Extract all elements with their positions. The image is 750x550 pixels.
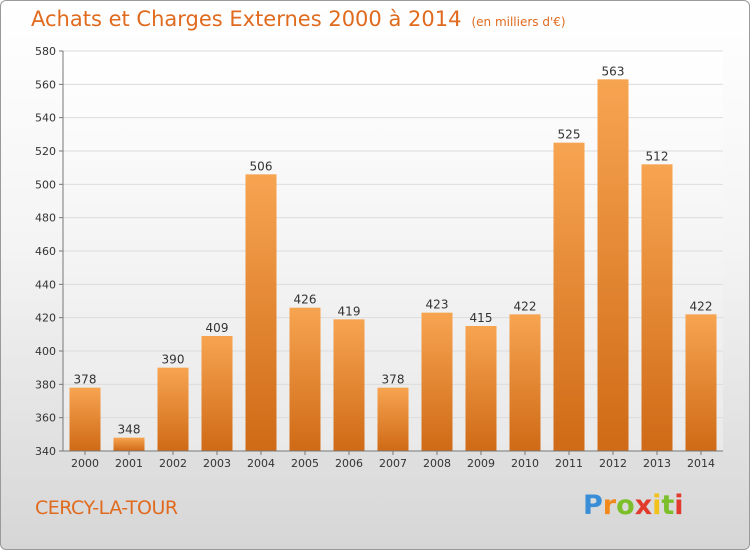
labels-layer: 378 348 390 409 506 426 419 378 423 415 422 525 563 5… xyxy=(74,64,713,436)
x-tick-label-2003: 2003 xyxy=(203,457,231,470)
y-tick-label: 480 xyxy=(35,212,56,225)
x-tick-label-2008: 2008 xyxy=(423,457,451,470)
x-tick-label-2011: 2011 xyxy=(555,457,583,470)
y-tick-label: 460 xyxy=(35,245,56,258)
bar-2014 xyxy=(685,314,717,451)
bar-2004 xyxy=(245,174,277,452)
x-tick-label-2010: 2010 xyxy=(511,457,539,470)
value-label-2007: 378 xyxy=(382,373,405,387)
value-label-2011: 525 xyxy=(558,128,581,142)
y-tick-label: 520 xyxy=(35,145,56,158)
value-label-2004: 506 xyxy=(250,159,273,173)
value-label-2002: 390 xyxy=(162,353,185,367)
bar-2005 xyxy=(289,307,321,451)
chart-subtitle: (en milliers d'€) xyxy=(471,15,566,29)
bar-2013 xyxy=(641,164,673,452)
y-tick-label: 340 xyxy=(35,445,56,458)
x-tick-label-2013: 2013 xyxy=(643,457,671,470)
x-tick-label-2014: 2014 xyxy=(687,457,715,470)
chart-title-text: Achats et Charges Externes 2000 à 2014 xyxy=(31,7,462,31)
y-tick-label: 560 xyxy=(35,78,56,91)
y-tick-label: 420 xyxy=(35,312,56,325)
value-label-2003: 409 xyxy=(206,321,229,335)
x-tick-label-2000: 2000 xyxy=(71,457,99,470)
x-tick-label-2006: 2006 xyxy=(335,457,363,470)
bar-chart: 378 348 390 409 506 426 419 378 423 415 422 525 563 5… xyxy=(35,45,723,470)
axis-layer: 340 360 380 400 420 440 460 480 500 520 540 560 580 2… xyxy=(35,45,723,470)
chart-title: Achats et Charges Externes 2000 à 2014 (e… xyxy=(31,7,566,31)
place-name: CERCY-LA-TOUR xyxy=(35,497,178,519)
x-tick-label-2005: 2005 xyxy=(291,457,319,470)
y-tick-label: 440 xyxy=(35,278,56,291)
x-tick-label-2007: 2007 xyxy=(379,457,407,470)
value-label-2000: 378 xyxy=(74,373,97,387)
y-tick-label: 500 xyxy=(35,178,56,191)
bar-2011 xyxy=(553,142,585,451)
bar-2010 xyxy=(509,314,541,451)
bar-2001 xyxy=(113,437,145,451)
value-label-2010: 422 xyxy=(514,299,537,313)
x-tick-label-2001: 2001 xyxy=(115,457,143,470)
value-label-2001: 348 xyxy=(118,423,141,437)
value-label-2014: 422 xyxy=(690,299,713,313)
x-tick-label-2002: 2002 xyxy=(159,457,187,470)
bar-2007 xyxy=(377,387,409,451)
bar-2000 xyxy=(69,387,101,451)
y-tick-label: 380 xyxy=(35,378,56,391)
bar-2006 xyxy=(333,319,365,451)
value-label-2005: 426 xyxy=(294,293,317,307)
value-label-2006: 419 xyxy=(338,304,361,318)
x-tick-label-2009: 2009 xyxy=(467,457,495,470)
bars-layer xyxy=(69,79,717,452)
value-label-2008: 423 xyxy=(426,298,449,312)
value-label-2009: 415 xyxy=(470,311,493,325)
bar-2012 xyxy=(597,79,629,451)
bar-2002 xyxy=(157,367,189,451)
proxiti-logo: Proxiti xyxy=(583,490,684,521)
y-tick-label: 360 xyxy=(35,412,56,425)
x-tick-label-2012: 2012 xyxy=(599,457,627,470)
bar-2003 xyxy=(201,336,233,451)
value-label-2012: 563 xyxy=(602,64,625,78)
y-tick-label: 580 xyxy=(35,45,56,58)
bar-2009 xyxy=(465,326,497,451)
y-tick-label: 400 xyxy=(35,345,56,358)
value-label-2013: 512 xyxy=(646,149,669,163)
y-tick-label: 540 xyxy=(35,112,56,125)
x-tick-label-2004: 2004 xyxy=(247,457,275,470)
bar-2008 xyxy=(421,312,453,451)
